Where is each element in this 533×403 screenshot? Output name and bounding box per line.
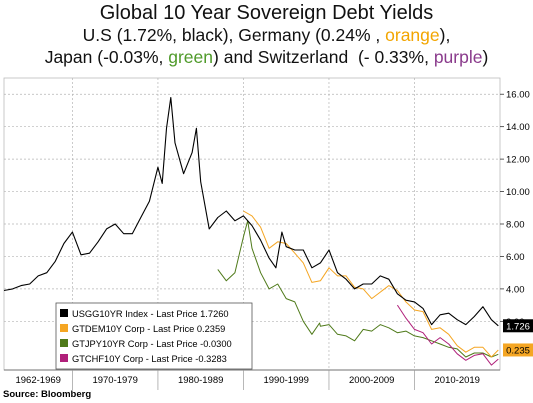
chart-title: Global 10 Year Sovereign Debt Yields <box>99 2 434 24</box>
series-line-1 <box>243 210 499 358</box>
series-line-0 <box>3 96 499 327</box>
legend-swatch <box>60 339 68 347</box>
subtitle-purple-word: purple <box>433 47 483 67</box>
last-price-tag-label: 0.235 <box>506 345 530 356</box>
y-tick-label: 14.00 <box>506 122 530 133</box>
subtitle-green-word: green <box>168 47 214 67</box>
y-tick-label: 4.00 <box>506 284 525 295</box>
legend-entry-label: GTCHF10Y Corp - Last Price -0.3283 <box>72 354 227 364</box>
x-tick-label: 1990-1999 <box>263 375 308 386</box>
legend-swatch <box>60 324 68 332</box>
subtitle-text: ) <box>482 47 489 67</box>
chart-subtitle-line-1: U.S (1.72%, black), Germany (0.24% , ora… <box>0 25 533 46</box>
x-tick-label: 1970-1979 <box>92 375 137 386</box>
legend-entry-label: USGG10YR Index - Last Price 1.7260 <box>72 309 229 319</box>
legend-swatch <box>60 354 68 362</box>
y-tick-label: 16.00 <box>506 90 530 101</box>
y-tick-label: 6.00 <box>506 252 525 263</box>
subtitle-text: U.S (1.72%, black), Germany (0.24% , <box>82 25 386 45</box>
source-note: Source: Bloomberg <box>3 389 92 400</box>
series-line-2 <box>217 220 499 358</box>
y-tick-label: 8.00 <box>506 220 525 231</box>
x-tick-label: 2010-2019 <box>435 375 480 386</box>
subtitle-text: Japan (-0.03%, <box>44 47 169 67</box>
subtitle-text: ) and Switzerland (- 0.33%, <box>213 47 434 67</box>
chart-subtitle-line-2: Japan (-0.03%, green) and Switzerland (-… <box>0 47 533 68</box>
last-price-tag-label: 1.726 <box>506 321 530 332</box>
y-tick-label: 12.00 <box>506 155 530 166</box>
legend-entry-label: GTJPY10YR Corp - Last Price -0.0300 <box>72 339 232 349</box>
x-tick-label: 1962-1969 <box>15 375 60 386</box>
legend-swatch <box>60 309 68 317</box>
legend-box <box>55 302 253 370</box>
subtitle-orange-word: orange <box>385 25 440 45</box>
series-line-3 <box>396 304 499 366</box>
subtitle-text: ), <box>439 25 451 45</box>
last-price-tag <box>503 343 533 357</box>
x-tick-label: 2000-2009 <box>349 375 394 386</box>
legend-entry-label: GTDEM10Y Corp - Last Price 0.2359 <box>72 324 225 334</box>
last-price-tag <box>503 319 533 333</box>
x-tick-label: 1980-1989 <box>178 375 223 386</box>
y-tick-label: 10.00 <box>506 187 530 198</box>
